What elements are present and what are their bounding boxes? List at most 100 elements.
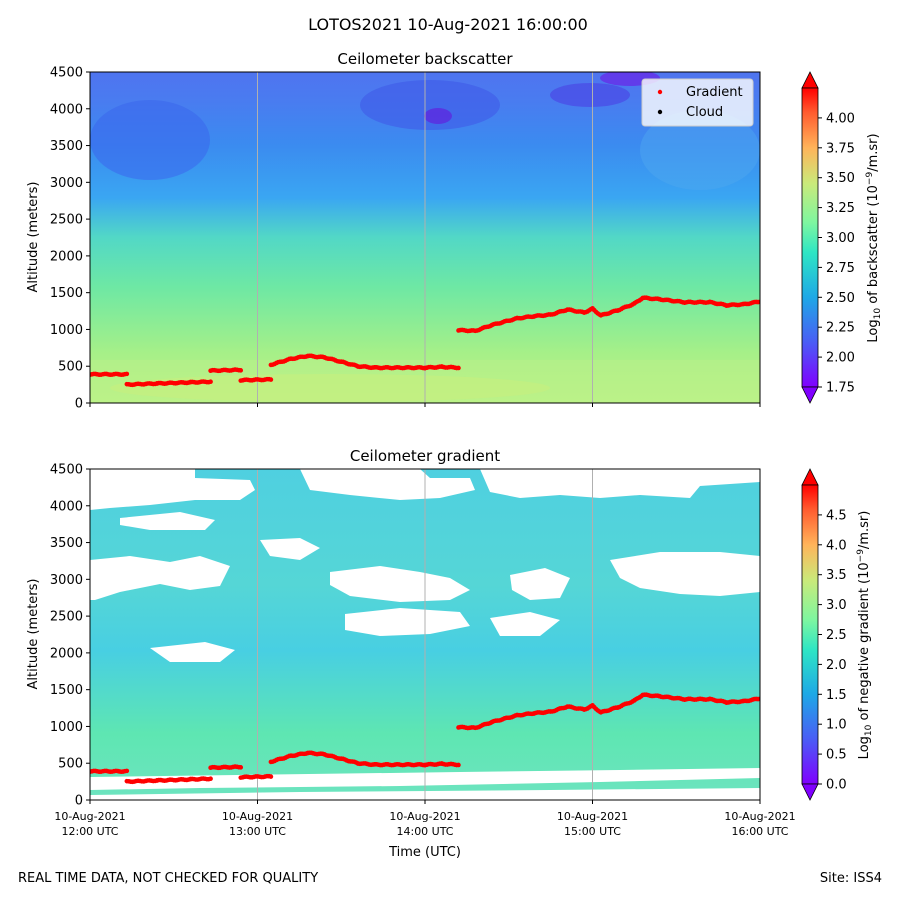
backscatter-grid — [257, 72, 593, 403]
y-tick-label: 0 — [75, 794, 83, 809]
gradient-point — [208, 379, 213, 385]
gradient-point — [757, 696, 760, 702]
colorbar-body — [801, 87, 819, 388]
backscatter-colorbar: 1.75 2.00 2.25 2.50 2.75 3.00 3.25 3.50 3.75 4.00… — [801, 71, 883, 404]
missing-region — [345, 608, 470, 636]
y-tick-label: 4000 — [50, 499, 83, 514]
gradient-point — [208, 776, 213, 782]
x-tick-date: 10-Aug-2021 — [222, 810, 293, 823]
backscatter-title: Ceilometer backscatter — [337, 50, 513, 68]
backscatter-dark-blob — [550, 83, 630, 107]
colorbar-extend-max — [801, 468, 819, 486]
colorbar-tick-label: 2.25 — [826, 321, 855, 336]
colorbar-extend-min — [801, 386, 819, 404]
colorbar-tick-label: 1.0 — [826, 718, 847, 733]
gradient-y-label: Altitude (meters) — [26, 579, 41, 690]
colorbar-body — [801, 484, 819, 785]
backscatter-colorbar-label: Log10 of backscatter (10−9/m.sr) — [865, 133, 883, 342]
gradient-point — [456, 762, 461, 768]
backscatter-x-ticks — [89, 403, 761, 407]
y-tick-label: 2500 — [50, 610, 83, 625]
y-tick-label: 1500 — [50, 683, 83, 698]
y-tick-label: 3000 — [50, 176, 83, 191]
backscatter-cyan-patch — [640, 110, 760, 190]
backscatter-warm-patch — [110, 374, 550, 402]
backscatter-plot-area — [90, 72, 760, 403]
y-tick-label: 1000 — [50, 323, 83, 338]
y-tick-label: 4500 — [50, 463, 83, 478]
y-tick-label: 2500 — [50, 213, 83, 228]
legend-gradient-label: Gradient — [686, 85, 743, 100]
colorbar-tick-label: 3.50 — [826, 171, 855, 186]
missing-region — [610, 552, 760, 596]
colorbar-tick-label: 3.75 — [826, 141, 855, 156]
y-tick-label: 2000 — [50, 249, 83, 264]
missing-region — [330, 566, 470, 602]
colorbar-tick-label: 4.5 — [826, 508, 847, 523]
colorbar-tick-label: 0.5 — [826, 748, 847, 763]
y-tick-label: 4500 — [50, 66, 83, 81]
backscatter-dark-blob — [424, 108, 452, 124]
y-tick-label: 4000 — [50, 102, 83, 117]
backscatter-y-label: Altitude (meters) — [26, 182, 41, 293]
quality-disclaimer: REAL TIME DATA, NOT CHECKED FOR QUALITY — [18, 871, 318, 886]
colorbar-tick-label: 3.25 — [826, 201, 855, 216]
site-label: Site: ISS4 — [820, 871, 882, 886]
missing-region — [480, 469, 760, 498]
gradient-point — [456, 365, 461, 371]
colorbar-tick-label: 4.0 — [826, 538, 847, 553]
missing-region — [300, 469, 475, 500]
backscatter-dark-blob — [360, 80, 500, 130]
backscatter-y-axis: 0 500 1000 1500 2000 2500 3000 3500 4000 4500 — [50, 66, 90, 412]
gradient-colorbar-label: Log10 of negative gradient (10−9/m.sr) — [856, 511, 874, 760]
x-tick-time: 12:00 UTC — [61, 825, 118, 838]
gradient-point — [124, 371, 130, 377]
colorbar-tick-label: 2.50 — [826, 291, 855, 306]
y-tick-label: 0 — [75, 397, 83, 412]
x-tick-date: 10-Aug-2021 — [557, 810, 628, 823]
legend-cloud-marker — [657, 109, 663, 115]
gradient-point — [238, 368, 244, 373]
colorbar-tick-label: 3.0 — [826, 598, 847, 613]
y-tick-label: 500 — [58, 360, 83, 375]
missing-region — [90, 556, 230, 600]
colorbar-tick-label: 3.5 — [826, 568, 847, 583]
x-tick-date: 10-Aug-2021 — [54, 810, 125, 823]
colorbar-tick-label: 2.0 — [826, 658, 847, 673]
y-tick-label: 3500 — [50, 139, 83, 154]
gradient-point — [268, 377, 274, 382]
legend-gradient-marker — [657, 89, 663, 95]
missing-region — [150, 642, 235, 662]
x-tick-date: 10-Aug-2021 — [724, 810, 795, 823]
colorbar-tick-label: 2.00 — [826, 351, 855, 366]
gradient-x-axis: 10-Aug-2021 12:00 UTC 10-Aug-2021 13:00 UTC… — [54, 800, 796, 838]
missing-region — [120, 512, 215, 530]
missing-region — [260, 538, 320, 560]
y-tick-label: 3500 — [50, 536, 83, 551]
figure-suptitle: LOTOS2021 10-Aug-2021 16:00:00 — [308, 15, 588, 34]
colorbar-tick-label: 0.0 — [826, 778, 847, 793]
gradient-point — [757, 299, 760, 305]
backscatter-dark-blob — [90, 100, 210, 180]
colorbar-extend-min — [801, 783, 819, 801]
y-tick-label: 500 — [58, 757, 83, 772]
x-axis-label: Time (UTC) — [388, 845, 461, 860]
x-tick-time: 14:00 UTC — [396, 825, 453, 838]
colorbar-tick-label: 4.00 — [826, 111, 855, 126]
gradient-colorbar: 0.0 0.5 1.0 1.5 2.0 2.5 3.0 3.5 4.0 4.5 Log10 of … — [801, 468, 874, 801]
legend-cloud-label: Cloud — [686, 105, 723, 120]
y-tick-label: 3000 — [50, 573, 83, 588]
gradient-plot-area — [90, 469, 760, 800]
x-tick-date: 10-Aug-2021 — [389, 810, 460, 823]
y-tick-label: 1500 — [50, 286, 83, 301]
y-tick-label: 2000 — [50, 646, 83, 661]
x-tick-time: 13:00 UTC — [229, 825, 286, 838]
missing-region — [90, 469, 255, 510]
x-tick-time: 15:00 UTC — [564, 825, 621, 838]
gradient-y-axis: 0 500 1000 1500 2000 2500 3000 3500 4000 4500 — [50, 463, 90, 809]
x-tick-time: 16:00 UTC — [731, 825, 788, 838]
backscatter-gradient-series — [90, 295, 760, 388]
gradient-point — [238, 765, 244, 770]
gradient-title: Ceilometer gradient — [350, 447, 500, 465]
